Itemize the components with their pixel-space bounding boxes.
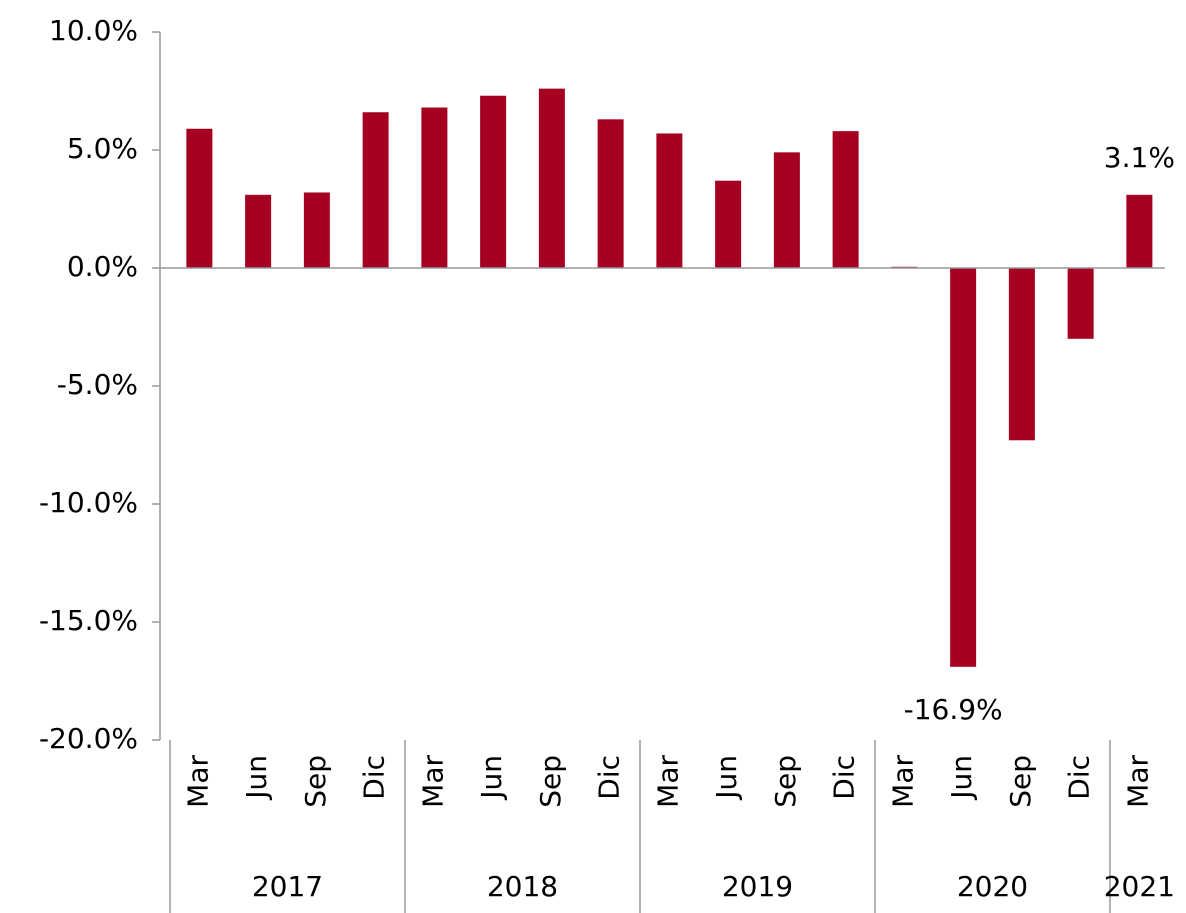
y-tick-label: -5.0% [57, 368, 138, 401]
bar [597, 119, 624, 268]
bar [950, 268, 977, 667]
group-label: 2020 [957, 870, 1028, 903]
x-tick-label: Jun [945, 755, 978, 801]
x-tick-label: Mar [181, 755, 214, 808]
bar [715, 180, 742, 268]
group-label: 2021 [1104, 870, 1175, 903]
x-tick-label: Mar [886, 755, 919, 808]
x-tick-label: Jun [710, 755, 743, 801]
y-tick-label: 5.0% [67, 132, 138, 165]
bar [421, 107, 448, 269]
bar [1126, 194, 1153, 268]
y-tick-label: -10.0% [39, 486, 138, 519]
bar [480, 95, 507, 268]
bar [656, 133, 683, 268]
x-tick-label: Sep [299, 755, 332, 808]
x-tick-label: Dic [1063, 755, 1096, 800]
data-label: -16.9% [904, 693, 1003, 726]
x-tick-label: Dic [593, 755, 626, 800]
x-tick-label: Mar [1121, 755, 1154, 808]
bar [303, 192, 330, 268]
y-tick-label: 0.0% [67, 250, 138, 283]
x-tick-label: Sep [534, 755, 567, 808]
x-tick-label: Mar [416, 755, 449, 808]
bar [186, 128, 213, 268]
group-label: 2019 [722, 870, 793, 903]
x-tick-label: Sep [769, 755, 802, 808]
x-tick-label: Sep [1004, 755, 1037, 808]
x-tick-label: Jun [475, 755, 508, 801]
bar [1008, 268, 1035, 441]
bar [832, 131, 859, 268]
bar [1067, 268, 1094, 339]
bar [245, 194, 272, 268]
group-label: 2018 [487, 870, 558, 903]
x-tick-label: Dic [358, 755, 391, 800]
group-label: 2017 [252, 870, 323, 903]
x-tick-label: Jun [240, 755, 273, 801]
bar [362, 112, 389, 269]
bar [773, 152, 800, 268]
x-tick-label: Dic [828, 755, 861, 800]
y-tick-label: -20.0% [39, 722, 138, 755]
bar [538, 88, 565, 268]
y-tick-label: -15.0% [39, 604, 138, 637]
x-tick-label: Mar [651, 755, 684, 808]
data-label: 3.1% [1104, 141, 1175, 174]
y-tick-label: 10.0% [49, 14, 138, 47]
